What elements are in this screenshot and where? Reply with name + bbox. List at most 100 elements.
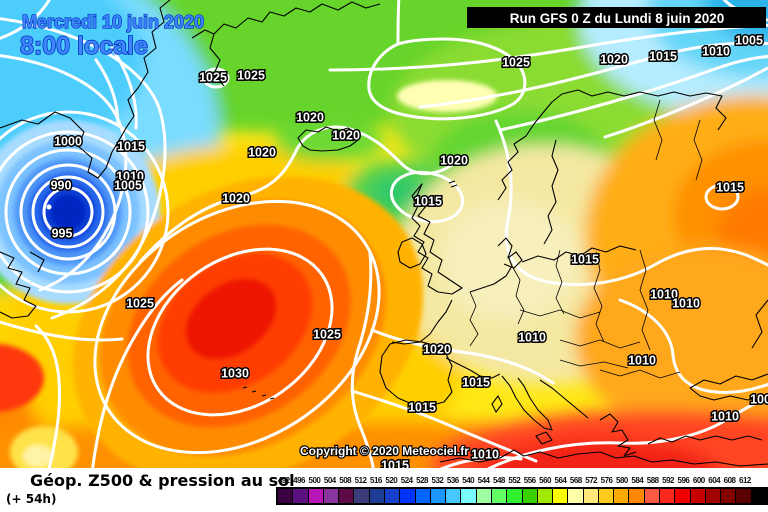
colorbar-tick: 612 bbox=[739, 476, 751, 485]
colorbar-tick: 504 bbox=[323, 476, 336, 485]
isobar-label: 1015 bbox=[381, 459, 409, 469]
colorbar-tick: 536 bbox=[446, 476, 459, 485]
isobar-label: 1010 bbox=[650, 288, 678, 302]
isobar-label: 1015 bbox=[408, 401, 436, 415]
colorbar-tick: 604 bbox=[708, 476, 721, 485]
colorbar-swatch bbox=[293, 489, 308, 503]
colorbar-swatch bbox=[339, 489, 354, 503]
isobar-label: 1030 bbox=[221, 367, 249, 381]
colorbar-tick-empty bbox=[753, 476, 768, 485]
isobar-label: 1020 bbox=[222, 192, 250, 206]
isobar-label: 1020 bbox=[296, 111, 324, 125]
colorbar-tick: 540 bbox=[462, 476, 475, 485]
low-center-marker bbox=[46, 204, 52, 210]
colorbar-tick: 544 bbox=[477, 476, 490, 485]
colorbar-swatch bbox=[323, 489, 339, 503]
isobar-label: 1005 bbox=[735, 34, 763, 48]
colorbar-swatch bbox=[507, 489, 522, 503]
colorbar-tick: 528 bbox=[416, 476, 428, 485]
colorbar-tick: 576 bbox=[600, 476, 613, 485]
isobar-label: 1010 bbox=[702, 45, 730, 59]
isobar-label: 1020 bbox=[423, 343, 451, 357]
colorbar-cells bbox=[276, 487, 768, 505]
colorbar-swatch bbox=[598, 489, 614, 503]
isobar-label: 1015 bbox=[571, 253, 599, 267]
colorbar-swatch bbox=[308, 489, 323, 503]
colorbar-swatch bbox=[369, 489, 384, 503]
isobar-label: 1010 bbox=[518, 331, 546, 345]
colorbar-swatch bbox=[278, 489, 293, 503]
geopotential-colorbar: 492 496 500 504 508 512 516 520 524 528 532 536 540 5… bbox=[276, 476, 768, 505]
colorbar-tick: 596 bbox=[677, 476, 690, 485]
colorbar-swatch-end bbox=[751, 489, 766, 503]
colorbar-swatch bbox=[476, 489, 491, 503]
isobar-label: 1005 bbox=[750, 393, 768, 407]
colorbar-swatch bbox=[568, 489, 583, 503]
colorbar-swatch bbox=[644, 489, 660, 503]
colorbar-swatch bbox=[583, 489, 598, 503]
isobar-label: 1025 bbox=[313, 328, 341, 342]
colorbar-swatch bbox=[400, 489, 415, 503]
run-info-text: Run GFS 0 Z du Lundi 8 juin 2020 bbox=[510, 11, 725, 26]
isobar-label: 1025 bbox=[502, 56, 530, 70]
isobar-label: 995 bbox=[52, 227, 73, 241]
isobar-label: 1010 bbox=[672, 297, 700, 311]
colorbar-swatch bbox=[461, 489, 476, 503]
colorbar-swatch bbox=[721, 489, 736, 503]
isobar-label: 990 bbox=[51, 179, 72, 193]
copyright-text: Copyright © 2020 Meteociel.fr bbox=[300, 444, 469, 458]
colorbar-swatch bbox=[491, 489, 507, 503]
isobar-label: 1020 bbox=[600, 53, 628, 67]
colorbar-swatch bbox=[660, 489, 675, 503]
colorbar-tick: 568 bbox=[569, 476, 582, 485]
isobar-label: 1010 bbox=[471, 448, 499, 462]
valid-date-text: Mercredi 10 juin 2020 bbox=[22, 12, 204, 32]
colorbar-tick: 492 bbox=[277, 476, 290, 485]
map-title: Géop. Z500 & pression au sol bbox=[30, 471, 295, 490]
colorbar-tick: 608 bbox=[723, 476, 736, 485]
isobar-label: 1015 bbox=[462, 376, 490, 390]
country-borders bbox=[421, 99, 703, 379]
colorbar-tick: 520 bbox=[385, 476, 398, 485]
colorbar-swatch bbox=[690, 489, 705, 503]
isobar-label: 1015 bbox=[649, 50, 677, 64]
isobar-label: 1005 bbox=[114, 179, 142, 193]
coastlines bbox=[0, 0, 768, 467]
colorbar-swatch bbox=[675, 489, 690, 503]
legend-bar: Géop. Z500 & pression au sol (+ 54h) 492… bbox=[0, 468, 768, 512]
colorbar-tick: 516 bbox=[370, 476, 382, 485]
map-area: 1000 1015 1010 1005 990 995 1025 1025 1020 1020 10… bbox=[0, 0, 768, 468]
isobar-label: 1025 bbox=[237, 69, 265, 83]
isobar-label: 1010 bbox=[116, 170, 144, 184]
run-info-box bbox=[467, 7, 766, 28]
colorbar-tick: 508 bbox=[339, 476, 352, 485]
colorbar-tick: 496 bbox=[293, 476, 305, 485]
colorbar-tick: 556 bbox=[523, 476, 536, 485]
colorbar-swatch bbox=[736, 489, 751, 503]
colorbar-tick: 580 bbox=[616, 476, 628, 485]
colorbar-tick: 548 bbox=[493, 476, 505, 485]
isobar-contours bbox=[0, 0, 768, 468]
isobar-label: 1010 bbox=[711, 410, 739, 424]
colorbar-tick: 500 bbox=[308, 476, 321, 485]
colorbar-tick: 572 bbox=[585, 476, 598, 485]
colorbar-swatch bbox=[537, 489, 553, 503]
isobar-label: 1025 bbox=[199, 71, 227, 85]
colorbar-swatch bbox=[522, 489, 537, 503]
forecast-offset: (+ 54h) bbox=[6, 492, 57, 506]
colorbar-swatch bbox=[614, 489, 629, 503]
colorbar-swatch bbox=[553, 489, 568, 503]
isobar-label: 1015 bbox=[414, 195, 442, 209]
isobar-label: 1020 bbox=[332, 129, 360, 143]
colorbar-tick: 552 bbox=[508, 476, 521, 485]
colorbar-tick: 564 bbox=[554, 476, 567, 485]
colorbar-tick: 532 bbox=[431, 476, 444, 485]
isobar-label: 1025 bbox=[126, 297, 154, 311]
isobar-label: 1020 bbox=[440, 154, 468, 168]
colorbar-tick: 524 bbox=[400, 476, 413, 485]
isobar-label: 1020 bbox=[248, 146, 276, 160]
colorbar-tick: 560 bbox=[539, 476, 551, 485]
